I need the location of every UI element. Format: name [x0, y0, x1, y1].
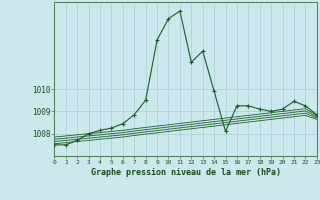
- X-axis label: Graphe pression niveau de la mer (hPa): Graphe pression niveau de la mer (hPa): [91, 168, 281, 177]
